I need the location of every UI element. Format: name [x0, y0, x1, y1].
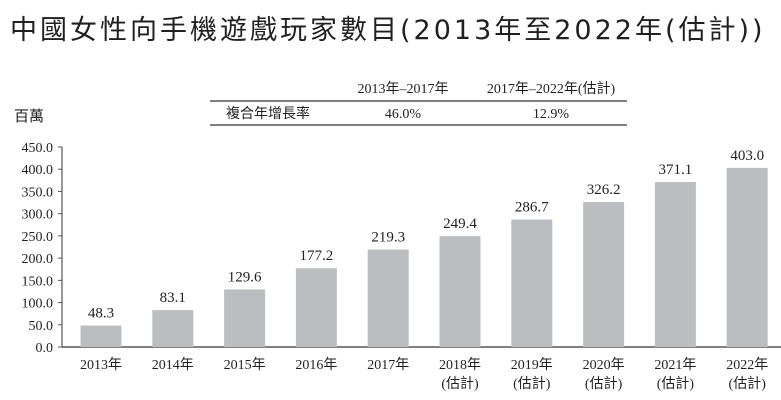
- bar: [80, 325, 122, 347]
- data-label: 371.1: [659, 162, 693, 178]
- bar: [583, 202, 625, 347]
- bar: [511, 219, 553, 347]
- y-tick-label: 300.0: [22, 208, 54, 223]
- cagr-header-2: 2017年–2022年(估計): [487, 81, 616, 97]
- x-tick-label: 2020年: [583, 357, 625, 373]
- cagr-value-2: 12.9%: [533, 107, 570, 122]
- data-label: 48.3: [88, 306, 114, 322]
- bar: [224, 289, 266, 347]
- y-tick-label: 350.0: [22, 185, 54, 200]
- data-label: 249.4: [443, 216, 477, 232]
- cagr-table: 2013年–2017年 2017年–2022年(估計) 複合年增長率 46.0%…: [210, 81, 627, 126]
- bar: [654, 182, 696, 347]
- x-tick-label: 2018年: [439, 357, 481, 373]
- y-tick-label: 200.0: [22, 252, 54, 267]
- y-tick-label: 450.0: [22, 141, 54, 156]
- y-tick-label: 0.0: [36, 341, 54, 356]
- x-tick-label: 2022年: [726, 357, 768, 373]
- y-axis-unit-label: 百萬: [14, 108, 44, 125]
- data-label: 286.7: [515, 200, 549, 216]
- data-label: 177.2: [300, 248, 334, 264]
- chart-title: 中國女性向手機遊戲玩家數目(2013年至2022年(估計)): [10, 15, 766, 46]
- data-label: 403.0: [730, 148, 764, 164]
- cagr-header-1: 2013年–2017年: [358, 81, 449, 97]
- x-tick-note: (估計): [657, 376, 695, 392]
- x-tick-note: (估計): [513, 376, 551, 392]
- x-tick-note: (估計): [441, 376, 479, 392]
- x-tick-label: 2019年: [511, 357, 553, 373]
- cagr-value-1: 46.0%: [385, 107, 422, 122]
- y-tick-label: 50.0: [29, 319, 54, 334]
- y-tick-label: 100.0: [22, 297, 54, 312]
- cagr-row-label: 複合年增長率: [226, 105, 310, 122]
- x-tick-note: (估計): [729, 376, 767, 392]
- x-tick-note: (估計): [585, 376, 623, 392]
- x-tick-label: 2013年: [80, 357, 122, 373]
- y-tick-label: 400.0: [22, 163, 54, 178]
- bar: [726, 167, 768, 347]
- x-tick-label: 2014年: [152, 357, 194, 373]
- data-label: 219.3: [371, 230, 405, 246]
- bar: [439, 236, 481, 347]
- bar: [152, 310, 194, 347]
- data-label: 129.6: [228, 269, 262, 285]
- y-tick-label: 250.0: [22, 230, 54, 245]
- x-tick-label: 2017年: [367, 357, 409, 373]
- data-label: 326.2: [587, 182, 621, 198]
- x-tick-label: 2015年: [224, 357, 266, 373]
- bar: [367, 249, 409, 347]
- x-tick-label: 2021年: [654, 357, 696, 373]
- bar: [295, 268, 337, 347]
- data-label: 83.1: [160, 290, 186, 306]
- y-tick-label: 150.0: [22, 274, 54, 289]
- x-tick-label: 2016年: [295, 357, 337, 373]
